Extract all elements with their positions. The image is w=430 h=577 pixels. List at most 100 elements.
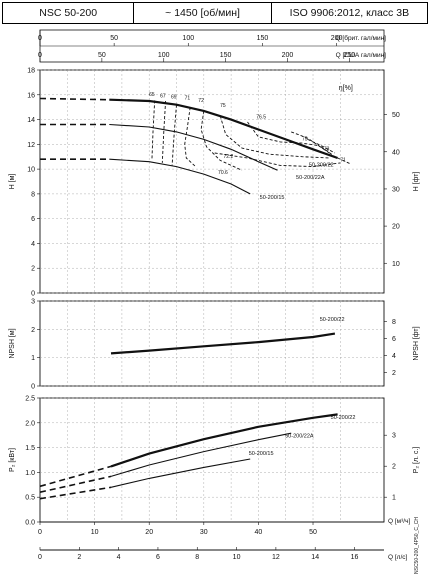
panel-npsh-ytick2-label: 2 [392,370,396,377]
panel-power-ytick2-label: 3 [392,433,396,440]
ls-axis-label: Q [л/с] [388,554,408,561]
efficiency-curve [219,115,330,159]
efficiency-curve [151,100,156,161]
power-series-label: 50-200/22A [285,434,314,440]
panel-head-ytick-label: 12 [27,142,35,149]
head-curve [39,97,110,101]
power-curve [39,465,112,488]
panel-head-frame [39,69,385,294]
us-gal-axis-label: Q [США гал/мин] [336,52,387,59]
efficiency-label: 67 [160,93,166,99]
npsh-curve [110,332,336,355]
panel-npsh-ytick2-label: 8 [392,319,396,326]
brit-gal-tick-label: 50 [110,35,118,42]
panel-head-ytick-label: 10 [27,167,35,174]
side-code: NSC50-200_4P50_C_CH [414,517,420,574]
brit-gal-axis-label: Q [брит. гал/мин] [336,34,387,42]
power-curve [39,475,112,493]
efficiency-curve [184,107,196,167]
head-series-label: 50-200/22 [309,163,334,169]
panel-head-ytick2-label: 40 [392,149,400,156]
efficiency-label: 76.5 [256,114,266,120]
efficiency-label: 69 [171,94,177,100]
efficiency-curve [214,152,341,168]
us-gal-tick-label: 250 [344,52,356,59]
flow-tick-label: 40 [255,529,263,536]
panel-npsh-ytick-label: 2 [31,327,35,334]
efficiency-label: 71 [340,158,346,164]
us-gal-tick-label: 200 [282,52,294,59]
efficiency-curve [200,110,243,171]
efficiency-curve [171,104,177,166]
panel-head-ytick-label: 16 [27,92,35,99]
npsh-series-label: 50-200/22 [320,317,345,323]
ls-tick-label: 12 [272,554,280,561]
panel-power-ytick-label: 1.0 [25,470,35,477]
panel-head-ytick-label: 4 [31,241,35,248]
panel-head-ytick-label: 14 [27,117,35,124]
panel-head-ytick-label: 6 [31,216,35,223]
panel-head-ytick2-label: 20 [392,224,400,231]
efficiency-curve [161,100,167,163]
panel-power-ylabel2: P₂ [л. с.] [413,447,420,474]
panel-npsh-ylabel: NPSH [м] [9,328,16,358]
flow-tick-label: 10 [91,529,99,536]
flow-tick-label: 50 [309,529,317,536]
panel-npsh-ytick-label: 1 [31,355,35,362]
panel-head-ytick2-label: 30 [392,186,400,193]
flow-tick-label: 0 [38,529,42,536]
panel-power-ytick2-label: 1 [392,495,396,502]
panel-power-ytick2-label: 2 [392,464,396,471]
ls-tick-label: 2 [77,554,81,561]
panel-npsh-frame [39,300,385,387]
brit-gal-tick-label: 150 [257,35,269,42]
efficiency-label: 73 [324,147,330,153]
panel-head-ytick-label: 8 [31,191,35,198]
panel-head-ylabel2: H [фт] [413,172,420,192]
efficiency-curve [291,131,325,150]
panel-npsh-ylabel2: NPSH [фт] [413,326,420,360]
efficiency-label: 75 [220,103,226,109]
panel-head-ytick-label: 0 [31,291,35,298]
head-series-label: 50-200/22A [296,175,325,181]
efficiency-label: 72.2 [224,154,234,160]
ls-tick-label: 16 [351,554,359,561]
panel-power-ylabel: P₂ [кВт] [9,448,16,472]
head-curve [109,158,251,195]
panel-power-ytick-label: 2.0 [25,420,35,427]
flow-tick-label: 20 [145,529,153,536]
header-table: NSC 50-200 ~ 1450 [об/мин] ISO 9906:2012… [2,2,428,24]
panel-head-ytick2-label: 50 [392,112,400,119]
ls-tick-label: 14 [311,554,319,561]
head-curve [109,123,278,171]
model-cell: NSC 50-200 [3,3,135,23]
ls-tick-label: 6 [156,554,160,561]
power-curve [110,458,251,488]
panel-head-ytick-label: 18 [27,68,35,75]
panel-npsh-ytick-label: 0 [31,384,35,391]
speed-cell: ~ 1450 [об/мин] [134,3,272,23]
panel-power-ytick-label: 2.5 [25,396,35,403]
efficiency-label: 71 [185,96,191,102]
panel-head-ytick2-label: 10 [392,261,400,268]
standard-cell: ISO 9906:2012, класс 3B [289,7,410,19]
panel-npsh-ytick-label: 3 [31,299,35,306]
brit-gal-tick-label: 100 [182,35,194,42]
panel-head-ytick-label: 2 [31,266,35,273]
panel-npsh-ytick2-label: 4 [392,353,396,360]
power-series-label: 50-200/22 [331,415,356,421]
panel-power-ytick-label: 0.0 [25,520,35,527]
head-curve [109,98,338,160]
efficiency-label: 70.6 [218,170,228,176]
ls-tick-label: 4 [117,554,121,561]
efficiency-curve [307,138,336,154]
efficiency-label: 65 [149,92,155,98]
efficiency-label: 75 [302,137,308,143]
power-curve [110,413,338,468]
head-series-label: 50-200/15 [260,195,285,201]
ls-tick-label: 0 [38,554,42,561]
brit-gal-tick-label: 200 [331,35,343,42]
panel-power-ytick-label: 0.5 [25,495,35,502]
us-gal-tick-label: 150 [220,52,232,59]
